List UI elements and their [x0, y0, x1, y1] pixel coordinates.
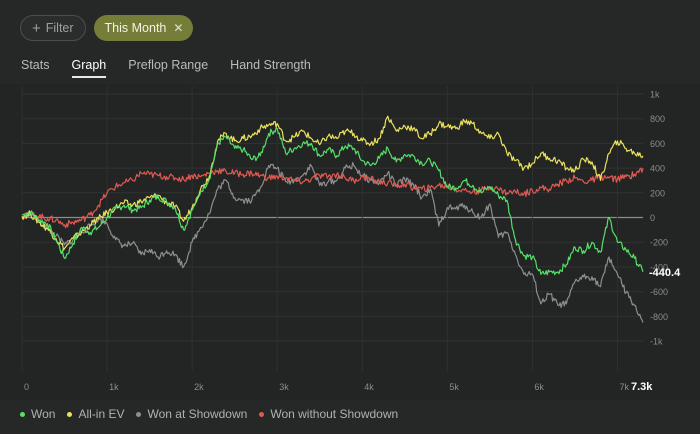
annotations: -440.4: [649, 267, 681, 279]
active-filter-chip[interactable]: This Month ✕: [93, 15, 194, 41]
x-axis-labels: 0 1k 2k 3k 4k 5k 6k 7k 7.3k: [24, 381, 653, 393]
y-tick-label: 600: [650, 139, 665, 149]
series-lines: [21, 115, 644, 323]
y-tick-label: -200: [650, 238, 668, 248]
legend-item-all-in-ev[interactable]: All-in EV: [67, 407, 124, 421]
current-value-label: -440.4: [649, 267, 681, 279]
add-filter-label: Filter: [45, 21, 74, 35]
legend-label: All-in EV: [78, 407, 125, 421]
legend-label: Won without Showdown: [270, 407, 399, 421]
tab-bar: Stats Graph Preflop Range Hand Strength: [21, 58, 333, 78]
legend-item-won[interactable]: Won: [20, 407, 55, 421]
results-graph: 1k 800 600 400 200 0 -200 -400 -600 -800 -1k 0 1k 2k…: [21, 86, 681, 393]
legend-label: Won: [31, 407, 56, 421]
filter-bar: + Filter This Month ✕: [20, 15, 194, 41]
x-tick-label: 7k: [619, 382, 629, 392]
legend-dot: [20, 411, 25, 417]
y-tick-label: 0: [650, 213, 655, 223]
chart-legend: Won All-in EV Won at Showdown Won withou…: [20, 407, 398, 421]
x-tick-label: 2k: [194, 382, 204, 392]
legend-item-won-without-showdown[interactable]: Won without Showdown: [259, 407, 398, 421]
y-tick-label: -400: [650, 262, 668, 272]
y-tick-label: -1k: [650, 337, 663, 347]
close-icon[interactable]: ✕: [173, 21, 184, 35]
series-line-won-without-showdown: [21, 167, 644, 229]
x-tick-label: 0: [24, 382, 29, 392]
x-tick-label: 4k: [364, 382, 374, 392]
tab-hand-strength[interactable]: Hand Strength: [230, 58, 311, 72]
series-line-won-at-showdown: [21, 162, 644, 323]
y-axis-labels: 1k 800 600 400 200 0 -200 -400 -600 -800 -1k: [650, 90, 668, 347]
x-tick-label: 5k: [449, 382, 459, 392]
active-filter-label: This Month: [104, 21, 167, 35]
y-tick-label: 400: [650, 164, 665, 174]
legend-dot: [136, 411, 142, 417]
y-tick-label: -600: [650, 287, 668, 297]
tab-stats[interactable]: Stats: [21, 58, 50, 72]
legend-label: Won at Showdown: [147, 407, 248, 421]
y-tick-label: 1k: [650, 90, 660, 100]
plus-icon: +: [32, 19, 41, 37]
add-filter-button[interactable]: + Filter: [20, 15, 86, 41]
y-tick-label: 800: [650, 114, 665, 124]
tab-preflop-range[interactable]: Preflop Range: [128, 58, 209, 72]
series-line-won: [21, 127, 644, 276]
legend-item-won-at-showdown[interactable]: Won at Showdown: [136, 407, 247, 421]
x-end-label: 7.3k: [631, 381, 653, 393]
grid-lines: [21, 86, 643, 371]
legend-dot: [67, 411, 73, 417]
x-tick-label: 3k: [279, 382, 289, 392]
x-tick-label: 1k: [109, 382, 119, 392]
series-line-all-in-ev: [21, 115, 644, 251]
x-tick-label: 6k: [534, 382, 544, 392]
tab-graph[interactable]: Graph: [71, 58, 107, 78]
y-tick-label: 200: [650, 188, 665, 198]
y-tick-label: -800: [650, 312, 668, 322]
legend-dot: [259, 411, 265, 417]
